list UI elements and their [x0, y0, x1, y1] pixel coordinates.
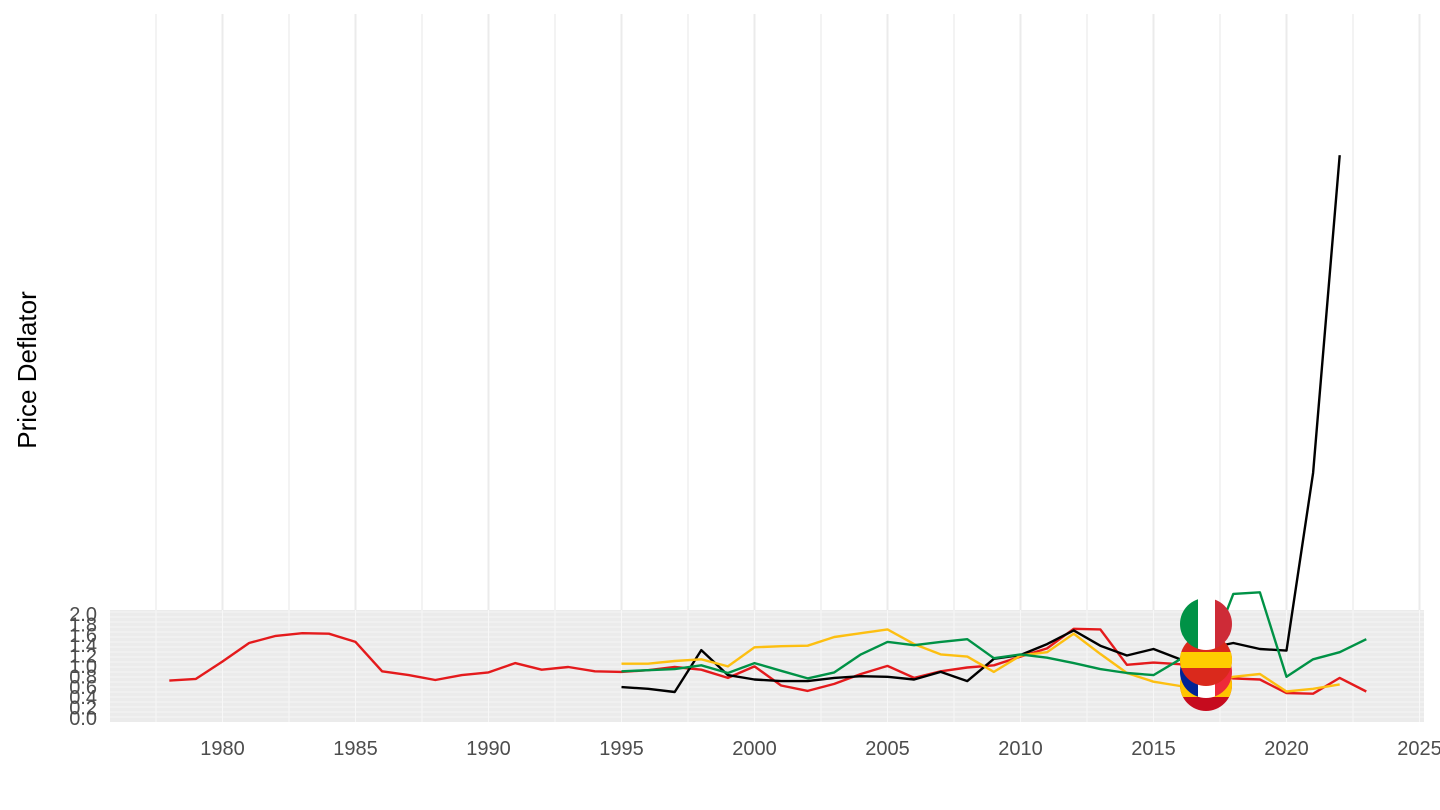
x-tick-label: 1980	[200, 738, 245, 760]
upper-grid	[155, 14, 1421, 610]
x-tick-label: 2020	[1264, 738, 1309, 760]
flag-italy-icon	[1180, 598, 1232, 650]
x-tick-label: 2010	[998, 738, 1043, 760]
y-axis-label: Price Deflator	[12, 291, 42, 449]
y-tick-label: 1.0	[69, 656, 97, 678]
x-tick-label: 2000	[732, 738, 777, 760]
x-tick-label: 1995	[599, 738, 644, 760]
flags	[1180, 598, 1232, 711]
y-tick-label: 0.8	[69, 666, 97, 688]
x-tick-label: 2005	[865, 738, 910, 760]
x-tick-label: 2015	[1131, 738, 1176, 760]
y-tick-labels: 0.00.20.40.60.81.01.21.41.61.82.0	[69, 604, 97, 730]
y-tick-label: 2.0	[69, 604, 97, 626]
y-tick-label: 1.6	[69, 625, 97, 647]
y-tick-label: 0.6	[69, 677, 97, 699]
x-tick-label: 2025	[1397, 738, 1440, 760]
y-tick-label: 1.8	[69, 614, 97, 636]
y-tick-label: 0.4	[69, 687, 97, 709]
series-line-3	[621, 591, 1367, 680]
y-tick-label: 0.2	[69, 698, 97, 720]
x-tick-label: 1985	[333, 738, 378, 760]
x-tick-labels: 1980 1985 1990 1995 2000 2005 2010 2015 2020 2025	[200, 738, 1440, 760]
y-tick-label: 0.0	[69, 708, 97, 730]
y-tick-label: 1.2	[69, 646, 97, 668]
y-tick-label: 1.4	[69, 635, 97, 657]
x-tick-label: 1990	[466, 738, 511, 760]
series-line-0	[169, 627, 1367, 695]
